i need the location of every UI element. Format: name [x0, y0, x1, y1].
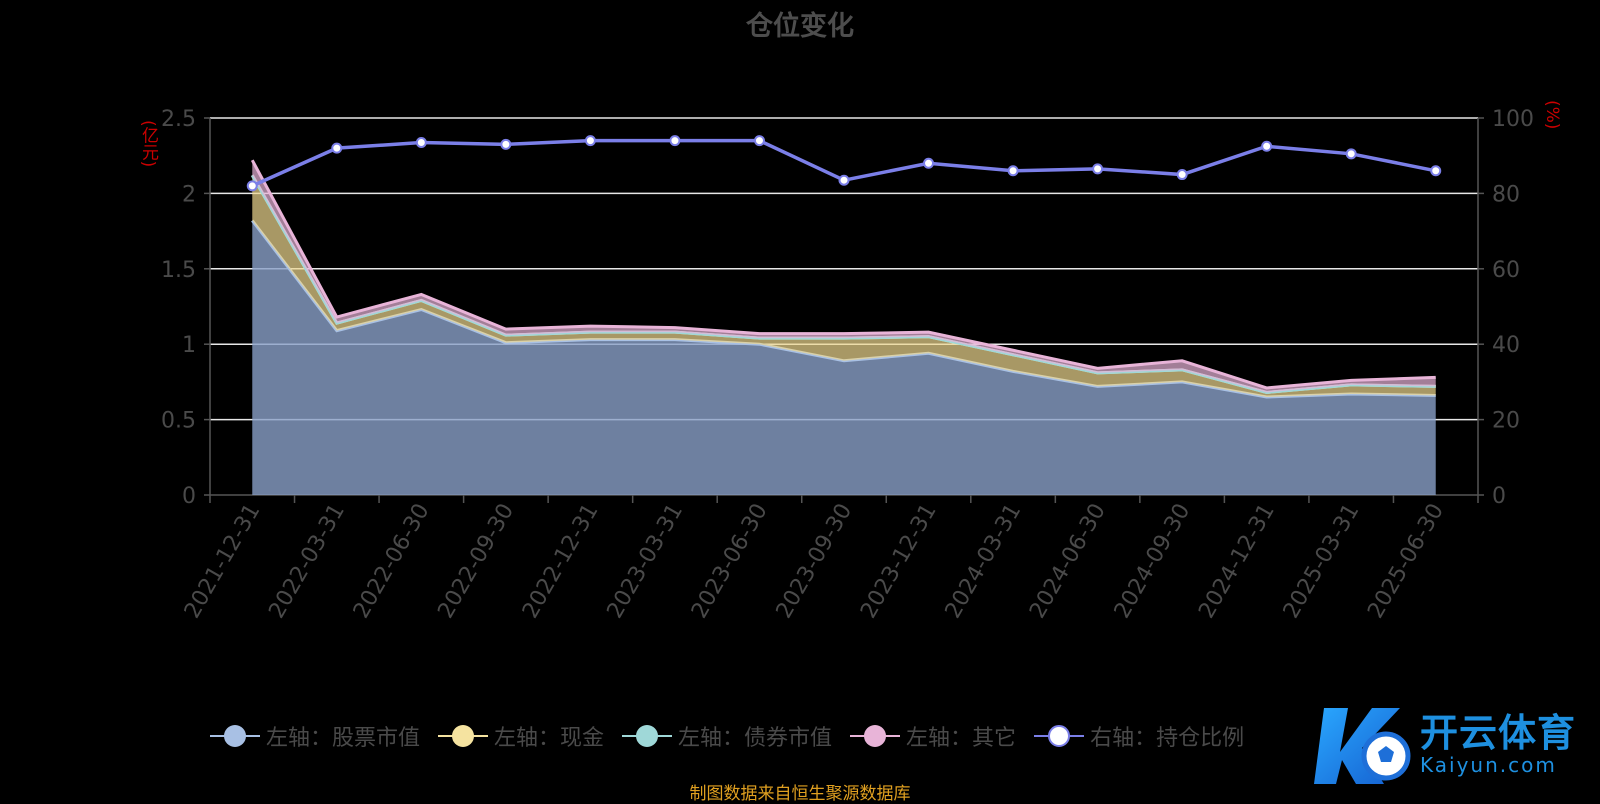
- chart-title: 仓位变化: [746, 11, 854, 42]
- position-ratio-point: [1092, 163, 1104, 175]
- legend-label: 左轴：股票市值: [266, 726, 421, 751]
- legend-label: 左轴：债券市值: [678, 726, 833, 751]
- x-tick-label: 2023-03-31: [603, 500, 689, 623]
- watermark-domain: Kaiyun.com: [1420, 753, 1557, 777]
- chart-legend: 左轴：股票市值 左轴：现金 左轴：债券市值 左轴：其它 右轴：持仓比例: [210, 720, 1244, 752]
- y-left-tick-label: 2.5: [161, 107, 196, 132]
- y-right-tick-label: 0: [1492, 484, 1506, 509]
- x-tick-label: 2024-09-30: [1110, 500, 1196, 623]
- legend-label: 右轴：持仓比例: [1090, 726, 1245, 751]
- position-ratio-point: [923, 157, 935, 169]
- position-ratio-point: [331, 142, 343, 154]
- y-left-tick-label: 0: [182, 484, 196, 509]
- y-right-tick-label: 20: [1492, 409, 1520, 434]
- y-right-tick-label: 60: [1492, 258, 1520, 283]
- x-tick-label: 2022-09-30: [433, 500, 519, 623]
- position-ratio-point: [838, 174, 850, 186]
- left-axis-unit: (亿元): [138, 120, 158, 168]
- y-left-tick-label: 1: [182, 333, 196, 358]
- y-right-tick-label: 80: [1492, 182, 1520, 207]
- x-tick-label: 2023-06-30: [687, 500, 773, 623]
- legend-marker-icon: [850, 724, 901, 748]
- x-tick-label: 2024-12-31: [1194, 500, 1280, 623]
- position-ratio-point: [1261, 140, 1273, 152]
- x-tick-label: 2025-03-31: [1279, 500, 1365, 623]
- legend-item-cash[interactable]: 左轴：现金: [438, 720, 604, 752]
- position-ratio-point: [1345, 148, 1357, 160]
- legend-marker-icon: [438, 724, 489, 748]
- x-tick-label: 2022-12-31: [518, 500, 604, 623]
- position-ratio-point: [1007, 165, 1019, 177]
- legend-marker-icon: [1034, 724, 1085, 748]
- position-ratio-point: [1176, 169, 1188, 181]
- legend-marker-icon: [210, 724, 260, 748]
- x-tick-label: 2023-12-31: [856, 500, 942, 623]
- x-tick-label: 2024-06-30: [1025, 500, 1111, 623]
- area-1: [252, 220, 1436, 495]
- y-left-tick-label: 0.5: [161, 409, 196, 434]
- legend-item-other[interactable]: 左轴：其它: [850, 720, 1016, 752]
- legend-label: 左轴：其它: [906, 726, 1017, 751]
- area-2: [252, 175, 1436, 397]
- right-axis-unit: (%): [1542, 100, 1562, 130]
- y-right-tick-label: 40: [1492, 333, 1520, 358]
- position-ratio-point: [669, 135, 681, 147]
- legend-label: 左轴：现金: [494, 726, 605, 751]
- source-note: 制图数据来自恒生聚源数据库: [689, 784, 911, 804]
- legend-item-position-ratio[interactable]: 右轴：持仓比例: [1034, 720, 1244, 752]
- kaiyun-logo-icon: [1314, 708, 1411, 784]
- watermark: 开云体育 Kaiyun.com: [1314, 700, 1576, 790]
- position-ratio-point: [1430, 165, 1442, 177]
- x-tick-label: 2021-12-31: [180, 500, 266, 623]
- x-tick-label: 2022-06-30: [349, 500, 435, 623]
- watermark-name: 开云体育: [1420, 711, 1577, 755]
- position-ratio-point: [415, 137, 427, 149]
- y-left-tick-label: 2: [182, 182, 196, 207]
- series-line-4: [250, 159, 1436, 390]
- legend-marker-icon: [622, 724, 673, 748]
- x-tick-label: 2024-03-31: [941, 500, 1027, 623]
- x-tick-label: 2022-03-31: [264, 500, 350, 623]
- position-ratio-point: [246, 180, 258, 192]
- y-left-tick-label: 1.5: [161, 258, 196, 283]
- position-ratio-point: [584, 135, 596, 147]
- x-tick-label: 2023-09-30: [772, 500, 858, 623]
- position-ratio-point: [753, 135, 765, 147]
- legend-item-bond[interactable]: 左轴：债券市值: [622, 720, 832, 752]
- x-tick-label: 2025-06-30: [1363, 500, 1449, 623]
- legend-item-stock[interactable]: 左轴：股票市值: [210, 720, 420, 752]
- position-ratio-point: [500, 138, 512, 150]
- y-right-tick-label: 100: [1492, 107, 1534, 132]
